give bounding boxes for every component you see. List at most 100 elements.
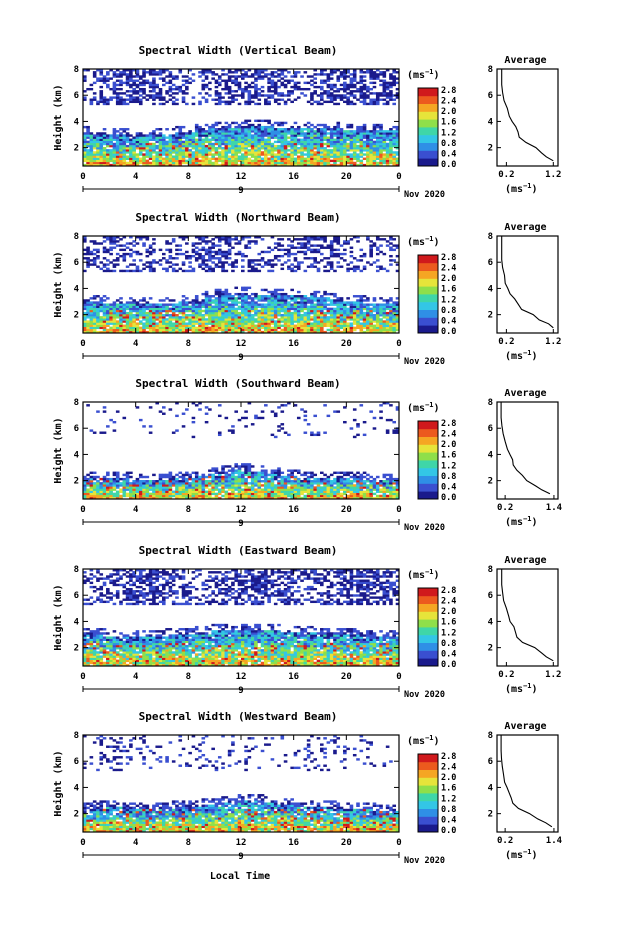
heatmap-cell [102, 136, 107, 139]
heatmap-cell [129, 490, 133, 493]
heatmap-cell [283, 261, 288, 264]
heatmap-cell [375, 163, 380, 167]
heatmap-cell [329, 330, 334, 334]
heatmap-cell [185, 297, 189, 300]
heatmap-cell [224, 79, 229, 82]
heatmap-cell [231, 328, 235, 332]
heatmap-cell [323, 238, 327, 241]
heatmap-cell [346, 138, 350, 141]
heatmap-cell [188, 316, 192, 319]
heatmap-cell [310, 161, 314, 165]
heatmap-cell [260, 161, 265, 165]
heatmap-cell [326, 299, 331, 302]
heatmap-cell [329, 240, 334, 243]
heatmap-cell [165, 303, 169, 306]
heatmap-cell [112, 90, 117, 93]
heatmap-cell [165, 330, 169, 334]
heatmap-cell [145, 261, 150, 264]
heatmap-cell [352, 149, 357, 152]
heatmap-cell [237, 252, 242, 256]
heatmap-cell [379, 155, 383, 158]
heatmap-cell [99, 307, 104, 311]
heatmap-cell [244, 314, 248, 317]
heatmap-cell [264, 163, 268, 167]
heatmap-cell [217, 153, 222, 156]
heatmap-cell [339, 303, 344, 306]
heatmap-cell [208, 71, 212, 74]
heatmap-cell [264, 314, 268, 317]
heatmap-cell [148, 153, 153, 156]
heatmap-cell [175, 252, 179, 256]
heatmap-cell [227, 303, 232, 306]
heatmap-cell [102, 309, 107, 313]
heatmap-cell [175, 138, 179, 141]
heatmap-cell [244, 125, 248, 129]
heatmap-cell [257, 98, 262, 101]
heatmap-cell [395, 246, 400, 249]
heatmap-cell [86, 257, 90, 260]
heatmap-cell [369, 134, 373, 137]
heatmap-cell [208, 94, 212, 97]
heatmap-cell [185, 85, 189, 89]
heatmap-cell [194, 134, 199, 137]
heatmap-cell [102, 269, 107, 273]
heatmap-cell [306, 316, 311, 319]
heatmap-cell [359, 77, 364, 80]
heatmap-cell [211, 77, 215, 80]
heatmap-cell [264, 250, 268, 254]
heatmap-cell [224, 240, 229, 243]
heatmap-cell [168, 309, 173, 313]
heatmap-cell [86, 324, 90, 327]
heatmap-cell [389, 299, 393, 302]
heatmap-cell [175, 134, 179, 137]
heatmap-cell [254, 147, 258, 150]
heatmap-cell [185, 153, 189, 156]
heatmap-cell [148, 147, 153, 150]
heatmap-cell [264, 69, 268, 72]
heatmap-cell [280, 138, 285, 141]
heatmap-cell [165, 161, 169, 165]
heatmap-cell [280, 305, 285, 308]
heatmap-cell [362, 330, 367, 334]
heatmap-cell [300, 140, 304, 144]
heatmap-cell [339, 136, 344, 139]
heatmap-cell [247, 140, 252, 144]
heatmap-cell [250, 307, 255, 311]
heatmap-cell [92, 144, 97, 148]
heatmap-cell [119, 248, 123, 252]
heatmap-cell [227, 90, 232, 93]
heatmap-cell [119, 100, 123, 104]
heatmap-cell [234, 121, 239, 125]
heatmap-cell [359, 159, 364, 163]
heatmap-cell [366, 236, 370, 239]
heatmap-cell [277, 73, 281, 76]
heatmap-cell [129, 236, 133, 239]
heatmap-cell [129, 159, 133, 163]
heatmap-cell [208, 265, 212, 268]
heatmap-cell [132, 305, 136, 308]
heatmap-cell [165, 328, 169, 332]
heatmap-cell [254, 240, 258, 243]
heatmap-cell [211, 138, 215, 141]
heatmap-cell [320, 153, 324, 156]
heatmap-cell [379, 244, 383, 247]
colorbar-tick-label: 0.8 [441, 306, 456, 316]
heatmap-cell [372, 128, 377, 131]
heatmap-cell [194, 246, 199, 249]
heatmap-cell [217, 288, 222, 292]
heatmap-cell [234, 318, 239, 321]
heatmap-cell [293, 71, 298, 74]
heatmap-cell [280, 83, 285, 87]
heatmap-cell [392, 244, 397, 247]
heatmap-cell [86, 125, 90, 129]
heatmap-cell [198, 316, 202, 319]
heatmap-cell [257, 318, 262, 321]
heatmap-cell [323, 299, 327, 302]
colorbar-segment [418, 134, 438, 143]
heatmap-cell [296, 71, 301, 74]
heatmap-cell [92, 309, 97, 313]
heatmap-cell [214, 138, 219, 141]
heatmap-cell [310, 305, 314, 308]
heatmap-cell [89, 326, 94, 330]
